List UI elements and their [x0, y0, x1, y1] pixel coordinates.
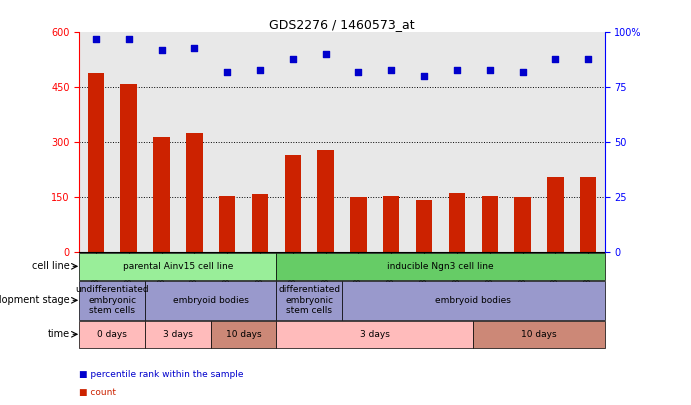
Text: undifferentiated
embryonic
stem cells: undifferentiated embryonic stem cells	[75, 286, 149, 315]
Bar	[317, 150, 334, 252]
Bar	[473, 321, 605, 348]
Text: ■ percentile rank within the sample: ■ percentile rank within the sample	[79, 370, 244, 379]
Bar	[416, 200, 433, 252]
Bar	[79, 321, 145, 348]
Bar	[145, 321, 211, 348]
Bar	[276, 253, 605, 280]
Text: 3 days: 3 days	[360, 330, 390, 339]
Point	[419, 73, 430, 80]
Text: parental Ainv15 cell line: parental Ainv15 cell line	[123, 262, 233, 271]
Point	[386, 66, 397, 73]
Point	[91, 36, 102, 42]
Bar	[342, 281, 605, 320]
Bar	[276, 321, 473, 348]
Point	[287, 55, 299, 62]
Point	[254, 66, 265, 73]
Point	[353, 69, 364, 75]
Text: 3 days: 3 days	[163, 330, 193, 339]
Bar	[153, 137, 170, 252]
Bar	[79, 281, 145, 320]
Bar	[211, 321, 276, 348]
Bar	[514, 196, 531, 252]
Text: 10 days: 10 days	[226, 330, 261, 339]
Text: development stage: development stage	[0, 295, 70, 305]
Bar	[276, 281, 342, 320]
Point	[123, 36, 134, 42]
Point	[320, 51, 331, 58]
Text: embryoid bodies: embryoid bodies	[173, 296, 249, 305]
Bar	[186, 133, 202, 252]
Bar	[580, 177, 596, 252]
Text: 0 days: 0 days	[97, 330, 127, 339]
Point	[583, 55, 594, 62]
Bar	[448, 193, 465, 252]
Point	[517, 69, 528, 75]
Point	[550, 55, 561, 62]
Title: GDS2276 / 1460573_at: GDS2276 / 1460573_at	[269, 18, 415, 31]
Bar	[88, 73, 104, 252]
Bar	[252, 194, 268, 252]
Text: ■ count: ■ count	[79, 388, 117, 397]
Bar	[145, 281, 276, 320]
Text: inducible Ngn3 cell line: inducible Ngn3 cell line	[387, 262, 494, 271]
Text: cell line: cell line	[32, 261, 70, 271]
Text: 10 days: 10 days	[521, 330, 557, 339]
Bar	[79, 253, 276, 280]
Bar	[547, 177, 564, 252]
Point	[451, 66, 462, 73]
Bar	[383, 196, 399, 252]
Text: differentiated
embryonic
stem cells: differentiated embryonic stem cells	[278, 286, 340, 315]
Bar	[285, 155, 301, 252]
Point	[156, 47, 167, 53]
Bar	[350, 196, 367, 252]
Point	[484, 66, 495, 73]
Bar	[120, 84, 137, 252]
Point	[222, 69, 233, 75]
Text: embryoid bodies: embryoid bodies	[435, 296, 511, 305]
Point	[189, 45, 200, 51]
Bar	[219, 196, 236, 252]
Text: time: time	[48, 329, 70, 339]
Bar	[482, 196, 498, 252]
